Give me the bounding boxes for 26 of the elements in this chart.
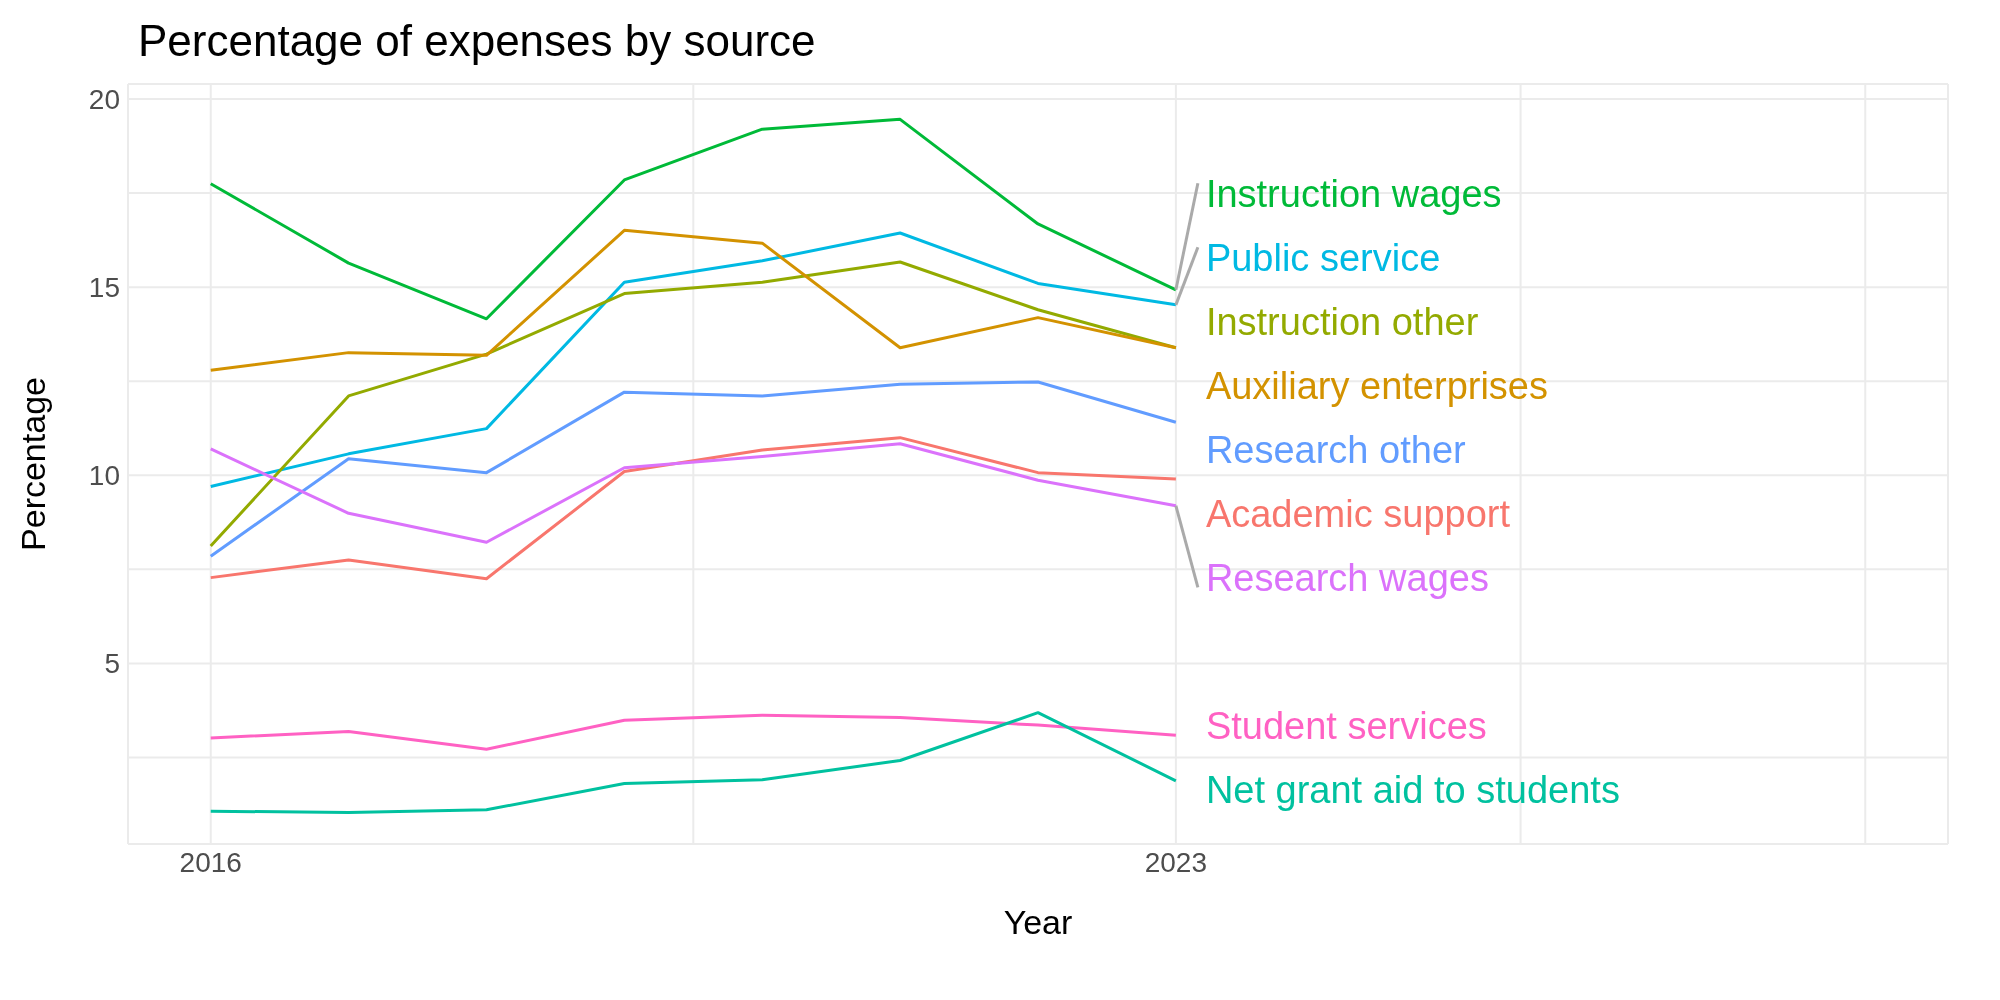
series-label: Research other: [1205, 428, 1467, 471]
line-series: [209, 117, 1178, 321]
text: Instruction wages: [1205, 172, 1502, 215]
y-tick-label: 20: [88, 83, 120, 115]
series-label: Research wages: [1205, 556, 1489, 599]
y-tick-label: 15: [88, 272, 120, 304]
series-label: Net grant aid to students: [1205, 769, 1620, 812]
series-label: Academic support: [1205, 492, 1511, 535]
line-series: [209, 713, 1178, 751]
line-series: [209, 228, 1178, 372]
line-series: [209, 231, 1178, 489]
line-series: [209, 711, 1178, 814]
y-tick-label: 10: [88, 460, 120, 492]
series-label: Student services: [1205, 705, 1487, 748]
x-axis-title: Year: [1003, 903, 1073, 941]
y-axis-title: Percentage: [14, 377, 53, 551]
line-series: [209, 436, 1178, 581]
x-tick-label: 2023: [1144, 846, 1208, 878]
x-tick-label: 2016: [179, 846, 242, 878]
line-series: [209, 380, 1178, 558]
series-label: Auxiliary enterprises: [1205, 364, 1549, 407]
chart-title: Percentage of expenses by source: [137, 15, 817, 67]
y-tick-label: 5: [104, 648, 120, 680]
series-label: Public service: [1205, 236, 1441, 279]
series-label: Instruction other: [1205, 300, 1479, 343]
line-series: [209, 442, 1178, 544]
